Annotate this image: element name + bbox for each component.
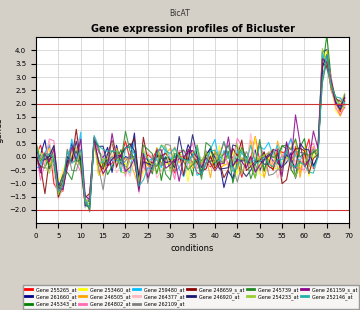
Legend: Gene 255265_at, Gene 261660_at, Gene 245343_at, Gene 253460_at, Gene 246505_at, : Gene 255265_at, Gene 261660_at, Gene 245… [23, 285, 359, 309]
Text: BicAT: BicAT [170, 9, 190, 18]
X-axis label: conditions: conditions [171, 245, 214, 254]
Y-axis label: genes: genes [0, 117, 4, 143]
Title: Gene expression profiles of Bicluster: Gene expression profiles of Bicluster [91, 24, 294, 34]
